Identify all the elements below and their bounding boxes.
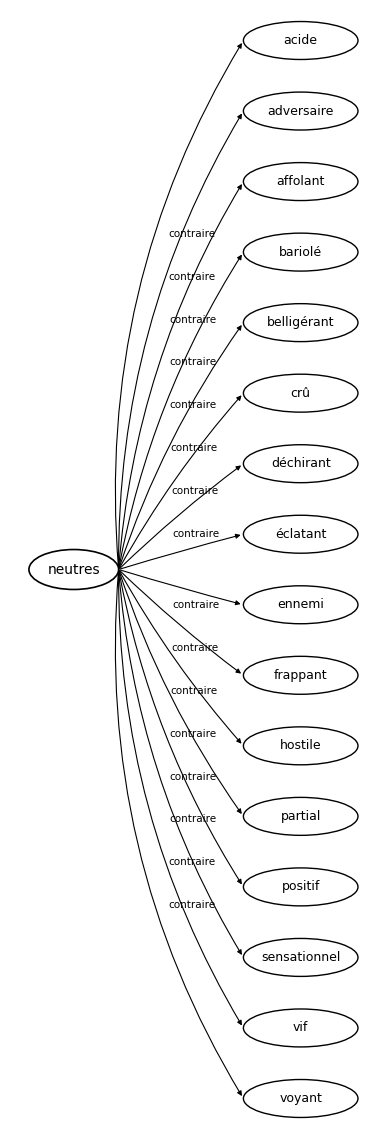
Ellipse shape xyxy=(244,585,358,624)
Text: déchirant: déchirant xyxy=(271,457,330,470)
FancyArrowPatch shape xyxy=(119,326,241,568)
Text: contraire: contraire xyxy=(171,443,218,453)
FancyArrowPatch shape xyxy=(119,255,241,568)
FancyArrowPatch shape xyxy=(119,571,241,954)
Ellipse shape xyxy=(244,515,358,554)
Text: adversaire: adversaire xyxy=(267,105,334,117)
Ellipse shape xyxy=(244,656,358,695)
Text: bariolé: bariolé xyxy=(279,246,322,259)
Text: hostile: hostile xyxy=(280,739,322,753)
Ellipse shape xyxy=(244,304,358,342)
Text: contraire: contraire xyxy=(171,644,218,654)
FancyArrowPatch shape xyxy=(119,571,241,884)
Text: contraire: contraire xyxy=(169,229,216,239)
Text: partial: partial xyxy=(281,810,321,822)
Text: contraire: contraire xyxy=(169,314,216,325)
Ellipse shape xyxy=(244,233,358,271)
Text: éclatant: éclatant xyxy=(275,527,327,541)
Text: contraire: contraire xyxy=(172,600,219,611)
Text: frappant: frappant xyxy=(274,669,327,682)
FancyArrowPatch shape xyxy=(120,570,239,605)
Text: contraire: contraire xyxy=(169,858,216,867)
Text: contraire: contraire xyxy=(171,485,218,495)
Text: neutres: neutres xyxy=(47,563,100,576)
Ellipse shape xyxy=(244,797,358,835)
Ellipse shape xyxy=(244,92,358,130)
FancyArrowPatch shape xyxy=(120,571,240,673)
Ellipse shape xyxy=(244,1009,358,1047)
FancyArrowPatch shape xyxy=(119,571,241,1024)
FancyArrowPatch shape xyxy=(120,534,239,570)
Text: contraire: contraire xyxy=(170,729,217,739)
Ellipse shape xyxy=(244,375,358,412)
Text: vif: vif xyxy=(293,1022,308,1034)
Text: sensationnel: sensationnel xyxy=(261,951,340,964)
FancyArrowPatch shape xyxy=(119,571,241,813)
Ellipse shape xyxy=(244,444,358,483)
Text: contraire: contraire xyxy=(171,686,218,696)
Text: contraire: contraire xyxy=(169,771,217,781)
Ellipse shape xyxy=(244,727,358,764)
Text: affolant: affolant xyxy=(276,175,325,188)
Ellipse shape xyxy=(244,22,358,59)
Text: crû: crû xyxy=(291,386,311,400)
FancyArrowPatch shape xyxy=(115,571,241,1095)
Text: contraire: contraire xyxy=(170,400,217,410)
Text: contraire: contraire xyxy=(169,358,217,368)
Ellipse shape xyxy=(244,163,358,200)
Text: acide: acide xyxy=(284,34,318,47)
Text: contraire: contraire xyxy=(169,272,216,281)
Text: positif: positif xyxy=(281,880,320,893)
FancyArrowPatch shape xyxy=(120,466,240,568)
FancyArrowPatch shape xyxy=(119,396,241,568)
Text: ennemi: ennemi xyxy=(277,598,324,612)
FancyArrowPatch shape xyxy=(119,185,241,568)
FancyArrowPatch shape xyxy=(115,44,241,568)
Text: contraire: contraire xyxy=(172,528,219,539)
Text: contraire: contraire xyxy=(169,900,216,910)
Ellipse shape xyxy=(244,939,358,976)
Ellipse shape xyxy=(244,868,358,906)
FancyArrowPatch shape xyxy=(119,115,241,568)
FancyArrowPatch shape xyxy=(119,571,241,743)
Text: belligérant: belligérant xyxy=(267,317,334,329)
Text: contraire: contraire xyxy=(169,814,216,825)
Text: voyant: voyant xyxy=(279,1092,322,1105)
Ellipse shape xyxy=(29,549,119,590)
Ellipse shape xyxy=(244,1080,358,1117)
